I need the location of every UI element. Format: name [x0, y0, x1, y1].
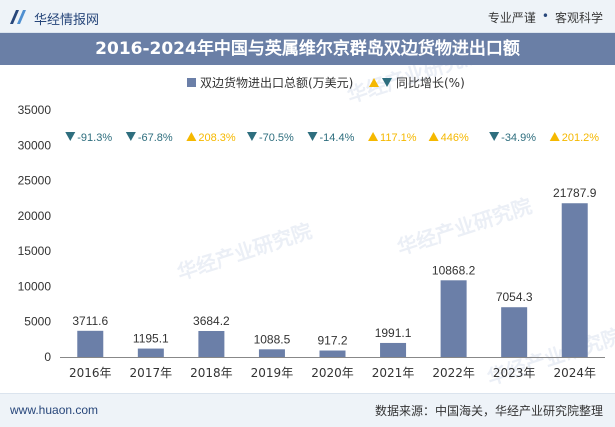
- y-tick-label: 0: [44, 350, 51, 364]
- data-source: 数据来源：中国海关，华经产业研究院整理: [374, 404, 603, 418]
- bar: [501, 307, 528, 357]
- slogan-right: 客观科学: [554, 11, 603, 25]
- bar: [258, 349, 285, 357]
- bar-value-label: 3711.6: [72, 314, 108, 328]
- x-axis: 2016年 2017年 2018年 2019年 2020年 2021年 2022年 2023年…: [60, 357, 605, 380]
- growth-value-label: -34.9%: [501, 132, 536, 144]
- y-axis: 0 5000 10000 15000 20000 25000 30000 35000: [18, 103, 52, 364]
- x-tick-label: 2022年: [432, 366, 475, 380]
- bar-value-label: 1088.5: [254, 332, 291, 346]
- growth-up-triangle-icon: [368, 132, 379, 141]
- y-tick-label: 10000: [18, 279, 52, 293]
- title-bar: 2016-2024年中国与英属维尔京群岛双边货物进出口额: [0, 33, 615, 65]
- bar: [440, 280, 467, 357]
- growth-value-label: -91.3%: [77, 132, 112, 144]
- y-tick-label: 20000: [18, 209, 52, 223]
- slogan-separator-dot: •: [541, 9, 549, 23]
- growth-down-triangle-icon: [125, 132, 136, 141]
- legend-growth-label: 同比增长(%): [396, 76, 465, 90]
- slogan-left: 专业严谨: [487, 11, 536, 25]
- y-tick-label: 5000: [24, 315, 51, 329]
- header-bar: 华经情报网 专业严谨 • 客观科学: [0, 0, 615, 33]
- slogan: 专业严谨 • 客观科学: [488, 9, 603, 26]
- growth-value-label: 208.3%: [198, 132, 236, 144]
- bar-value-label: 3684.2: [193, 314, 230, 328]
- x-tick-label: 2016年: [69, 366, 112, 380]
- legend-bar-swatch: [187, 78, 196, 87]
- y-tick-label: 25000: [18, 174, 52, 188]
- growth-value-label: -14.4%: [320, 132, 355, 144]
- growth-value-label: 446%: [441, 132, 469, 144]
- watermark-text: 华经产业研究院: [174, 219, 315, 285]
- growth-value-label: 117.1%: [380, 132, 417, 144]
- growth-up-triangle-icon: [428, 132, 439, 141]
- bar-value-label: 1195.1: [133, 332, 169, 346]
- growth-up-triangle-icon: [549, 132, 560, 141]
- bar: [198, 331, 225, 357]
- bar: [561, 203, 588, 357]
- x-tick-label: 2024年: [553, 366, 596, 380]
- chart-legend: 双边货物进出口总额(万美元) 同比增长(%): [187, 75, 465, 90]
- bar: [319, 350, 346, 357]
- growth-down-triangle-icon: [307, 132, 318, 141]
- footer-url[interactable]: www.huaon.com: [10, 403, 99, 417]
- y-tick-label: 30000: [18, 138, 52, 152]
- footer-bar: www.huaon.com 数据来源：中国海关，华经产业研究院整理: [0, 393, 615, 427]
- bar-value-label: 1991.1: [375, 326, 412, 340]
- growth-value-label: 201.2%: [562, 132, 600, 144]
- bar-value-label: 10868.2: [432, 263, 476, 277]
- x-tick-label: 2023年: [493, 366, 536, 380]
- x-tick-label: 2019年: [251, 366, 294, 380]
- chart-title: 2016-2024年中国与英属维尔京群岛双边货物进出口额: [95, 39, 520, 59]
- brand-name: 华经情报网: [34, 13, 100, 28]
- growth-down-triangle-icon: [246, 132, 257, 141]
- x-tick-label: 2017年: [130, 366, 173, 380]
- bar: [380, 342, 407, 357]
- legend-up-triangle-icon: [369, 78, 379, 87]
- growth-down-triangle-icon: [65, 132, 76, 141]
- growth-series: -91.3% -67.8% 208.3% -70.5% -14.4% 117.1% 446%…: [65, 132, 599, 144]
- growth-value-label: -67.8%: [138, 132, 173, 144]
- bar-value-label: 917.2: [317, 334, 347, 348]
- bar-series: 3711.6 1195.1 3684.2 1088.5 917.2 1991.1 10868…: [72, 186, 597, 357]
- x-tick-label: 2020年: [311, 366, 354, 380]
- watermark-text: 华经产业研究院: [394, 194, 535, 260]
- growth-down-triangle-icon: [489, 132, 500, 141]
- x-tick-label: 2021年: [372, 366, 415, 380]
- y-tick-label: 15000: [18, 244, 52, 258]
- x-tick-label: 2018年: [190, 366, 233, 380]
- legend-down-triangle-icon: [382, 78, 392, 87]
- bar: [77, 330, 104, 357]
- y-tick-label: 35000: [18, 103, 52, 117]
- growth-up-triangle-icon: [186, 132, 197, 141]
- bar: [137, 348, 164, 357]
- huajing-logo-icon: [10, 10, 26, 24]
- growth-value-label: -70.5%: [259, 132, 294, 144]
- legend-bar-label: 双边货物进出口总额(万美元): [200, 75, 353, 90]
- bar-value-label: 21787.9: [553, 186, 597, 200]
- bar-value-label: 7054.3: [496, 290, 533, 304]
